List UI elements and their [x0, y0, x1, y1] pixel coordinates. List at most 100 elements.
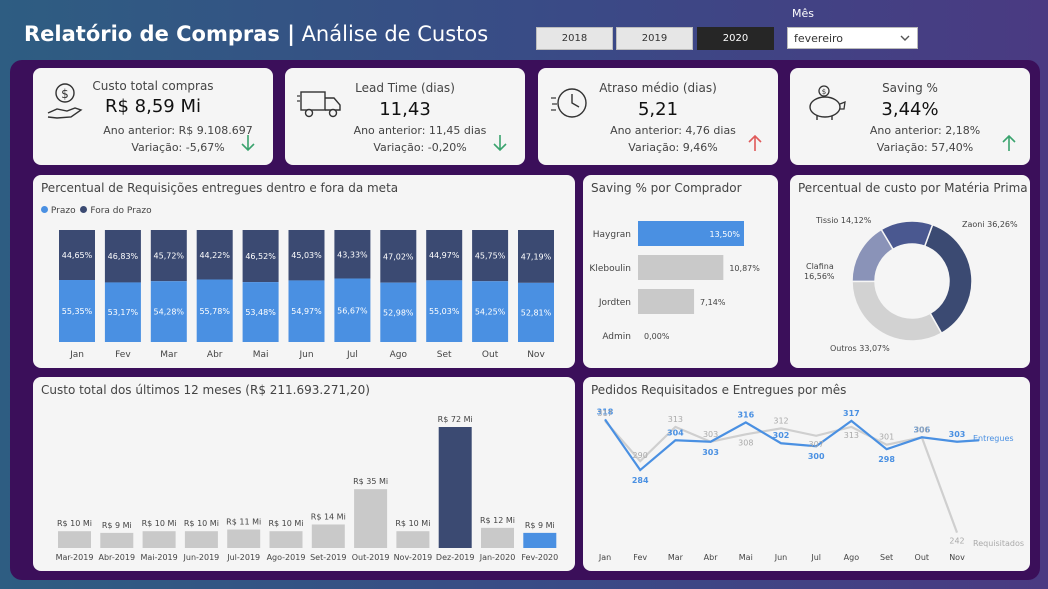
money-hand-icon: $	[47, 83, 83, 119]
bar-fora-prazo	[288, 230, 325, 281]
data-label-entregues: 304	[667, 428, 684, 437]
x-tick-label: Mar	[668, 553, 684, 562]
data-label-requisitados: 306	[914, 425, 929, 434]
bar-prazo	[242, 282, 279, 342]
data-label-entregues: 300	[808, 452, 825, 461]
cost-data-label: R$ 35 Mi	[353, 477, 388, 486]
data-label: 10,87%	[729, 264, 760, 273]
data-label-entregues: 318	[597, 407, 614, 416]
data-label: 13,50%	[709, 230, 740, 239]
donut-chart-card: Percentual de custo por Matéria Prima Za…	[790, 175, 1030, 368]
data-label-requisitados: 301	[879, 433, 894, 442]
svg-text:$: $	[61, 87, 69, 101]
slice-label-clafina-name: Clafina	[806, 262, 834, 271]
piggy-bank-icon: $	[809, 85, 846, 120]
bar-saving	[638, 289, 695, 314]
chart-title: Pedidos Requisitados e Entregues por mês	[591, 383, 847, 397]
x-tick-label: Jun-2019	[183, 553, 220, 562]
data-label-fora: 45,03%	[291, 251, 322, 260]
x-tick-label: Out-2019	[352, 553, 390, 562]
svg-text:$: $	[822, 88, 826, 96]
data-label-entregues: 298	[878, 455, 895, 464]
x-tick-label: Fev-2020	[521, 553, 558, 562]
arrow-down-icon	[493, 135, 507, 152]
data-label-requisitados: 308	[738, 438, 753, 447]
data-label-requisitados: 242	[949, 537, 964, 546]
kpi-value: 11,43	[379, 99, 431, 120]
bar-fora-prazo	[150, 230, 187, 282]
orders-line-chart: 318 284 304 303 316 302 300 317 298 306 303 317 290 3…	[597, 407, 1024, 562]
kpi-title: Custo total compras	[92, 79, 214, 93]
data-label-entregues: 303	[702, 448, 719, 457]
x-tick-label: Jul	[346, 350, 358, 360]
data-label-requisitados: 313	[668, 415, 683, 424]
x-tick-label: Set-2019	[310, 553, 346, 562]
category-label: Haygran	[593, 230, 631, 240]
arrow-down-icon	[241, 135, 255, 152]
chart-legend: Prazo Fora do Prazo	[41, 206, 152, 216]
data-label-requisitados: 307	[809, 440, 824, 449]
cost-data-label: R$ 11 Mi	[226, 518, 261, 527]
month-select-value: fevereiro	[794, 31, 844, 45]
cost-bar	[396, 531, 430, 548]
year-button-2020[interactable]: 2020	[697, 27, 774, 50]
kpi-title: Saving %	[882, 81, 938, 95]
cost-bar	[481, 527, 514, 548]
month-filter-label: Mês	[792, 7, 814, 20]
legend-label-prazo: Prazo	[50, 206, 76, 216]
chart-title: Custo total dos últimos 12 meses (R$ 211…	[41, 383, 370, 397]
cost-data-label: R$ 10 Mi	[395, 519, 430, 528]
cost-bar	[142, 531, 176, 548]
legend-label-fora: Fora do Prazo	[90, 206, 152, 216]
bar-fora-prazo	[380, 230, 417, 283]
data-label-fora: 44,65%	[62, 251, 93, 260]
donut-slice	[923, 223, 973, 335]
chart-title: Percentual de custo por Matéria Prima	[798, 181, 1028, 195]
x-tick-label: Mai-2019	[140, 553, 177, 562]
x-tick-label: Nov	[949, 553, 965, 562]
saving-bar-chart: Haygran 13,50% Kleboulin 10,87% Jordten 7,14%…	[589, 221, 760, 342]
cost-bar	[523, 532, 557, 548]
arrow-up-icon	[1002, 134, 1016, 151]
cost-bar	[227, 529, 261, 548]
stacked-chart-card: Percentual de Requisições entregues dent…	[33, 175, 575, 368]
x-tick-label: Jan	[69, 350, 84, 360]
kpi-variation: Variação: -0,20%	[373, 141, 467, 154]
x-tick-label: Jun	[298, 350, 313, 360]
series-label-entregues: Entregues	[973, 434, 1014, 443]
data-label-prazo: 56,67%	[337, 306, 368, 315]
cost-data-label: R$ 10 Mi	[142, 519, 177, 528]
x-tick-label: Mar	[160, 350, 177, 360]
kpi-card-saving: $ Saving % 3,44% Ano anterior: 2,18% Var…	[790, 68, 1030, 165]
kpi-variation: Variação: 9,46%	[628, 141, 718, 154]
data-label-requisitados: 312	[773, 416, 788, 425]
cost12-chart-card: Custo total dos últimos 12 meses (R$ 211…	[33, 377, 575, 571]
kpi-card-atraso: Atraso médio (dias) 5,21 Ano anterior: 4…	[538, 68, 778, 165]
cost-bar	[184, 531, 218, 548]
year-button-2019[interactable]: 2019	[616, 27, 693, 50]
x-tick-label: Fev	[633, 553, 647, 562]
x-tick-label: Ago-2019	[267, 553, 306, 562]
cost-data-label: R$ 10 Mi	[184, 519, 219, 528]
kpi-previous: Ano anterior: 11,45 dias	[353, 124, 487, 137]
year-button-2018[interactable]: 2018	[536, 27, 613, 50]
x-tick-label: Abr	[704, 553, 719, 562]
bar-prazo	[426, 280, 463, 342]
data-label-entregues: 316	[737, 410, 754, 419]
data-label-fora: 47,19%	[521, 252, 552, 261]
month-select[interactable]: fevereiro	[787, 27, 918, 49]
data-label-fora: 46,83%	[108, 252, 139, 261]
bar-prazo	[288, 280, 325, 342]
kpi-variation: Variação: -5,67%	[131, 141, 225, 154]
data-label-fora: 46,52%	[245, 252, 276, 261]
chevron-down-icon	[900, 35, 910, 41]
data-label-requisitados: 317	[597, 409, 612, 418]
kpi-title: Lead Time (dias)	[355, 81, 455, 95]
kpi-previous: Ano anterior: R$ 9.108.697	[103, 124, 253, 137]
x-tick-label: Ago	[844, 553, 860, 562]
kpi-variation: Variação: 57,40%	[876, 141, 974, 154]
x-tick-label: Mar-2019	[56, 553, 94, 562]
x-tick-label: Abr	[207, 350, 223, 360]
cost-data-label: R$ 14 Mi	[311, 512, 346, 521]
